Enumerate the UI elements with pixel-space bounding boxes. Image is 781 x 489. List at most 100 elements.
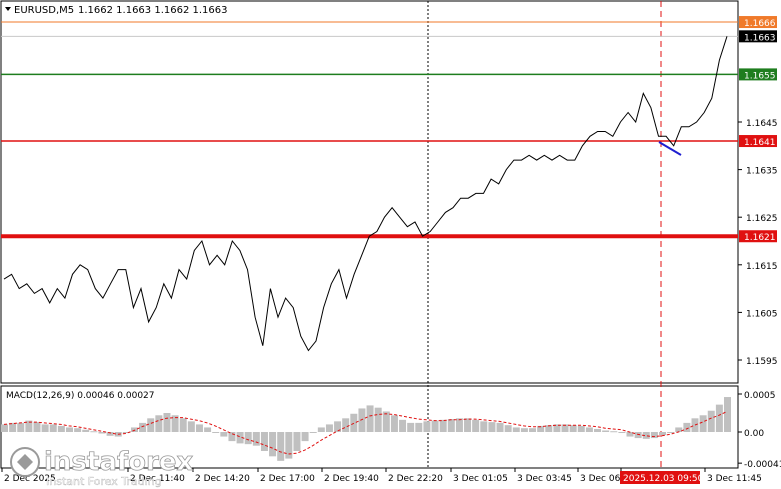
red-level-lower-label: 1.1621 (744, 233, 776, 243)
macd-bar (147, 418, 155, 432)
dropdown-triangle-icon[interactable] (5, 7, 11, 11)
macd-bar (9, 422, 17, 432)
macd-bar (520, 428, 528, 432)
price-series-line (3, 36, 728, 352)
macd-bar (529, 428, 537, 432)
macd-bar (342, 418, 350, 432)
price-tick-label: 1.1605 (746, 309, 778, 319)
current-price-label: 1.1663 (744, 33, 776, 43)
macd-bar (90, 431, 98, 433)
macd-bar (650, 432, 658, 439)
price-tick-label: 1.1625 (746, 214, 778, 224)
macd-bar (585, 427, 593, 432)
macd-bar (82, 429, 90, 432)
macd-bar (683, 422, 691, 432)
macd-bar (130, 427, 138, 432)
price-tick-label: 1.1615 (746, 262, 778, 272)
logo-brand-text: instaforex (44, 447, 194, 477)
macd-bar (57, 425, 65, 432)
macd-bar (212, 432, 220, 433)
macd-bar (577, 425, 585, 432)
macd-bar (602, 430, 610, 432)
macd-bar (293, 432, 301, 451)
macd-bar (334, 421, 342, 432)
time-highlight-box (620, 471, 700, 484)
macd-bar (163, 413, 171, 432)
price-tick-label: 1.1595 (746, 357, 778, 367)
macd-bar (41, 424, 49, 432)
macd-bar (17, 422, 25, 432)
macd-bar (634, 432, 642, 439)
time-tick-label: 3 Dec 01:05 (453, 474, 508, 484)
macd-axis: 0.0005 0.00 -0.00041 (738, 391, 781, 470)
macd-bar (667, 432, 675, 433)
macd-bar (358, 408, 366, 432)
price-axis[interactable]: 1.1645 1.1635 1.1625 1.1615 1.1605 1.1595 (738, 119, 778, 367)
macd-bar (195, 424, 203, 432)
macd-bar (106, 432, 114, 436)
macd-bar (659, 432, 667, 436)
macd-bar (724, 397, 731, 432)
macd-bar (537, 425, 545, 432)
macd-signal-line (3, 411, 728, 455)
time-tick-label: 2 Dec 14:20 (195, 474, 250, 484)
macd-bar (65, 427, 73, 432)
macd-bar (25, 420, 33, 432)
macd-bar (1, 424, 8, 432)
macd-bar (488, 422, 496, 432)
time-axis[interactable]: 2 Dec 2025 2 Dec 11:40 2 Dec 14:20 2 Dec 17… (1, 468, 762, 484)
macd-bar (269, 432, 277, 457)
macd-bar (439, 419, 447, 432)
time-tick-label: 3 Dec 03:45 (517, 474, 572, 484)
macd-bar (423, 421, 431, 432)
time-tick-label: 2 Dec 17:00 (260, 474, 315, 484)
macd-bar (220, 432, 228, 437)
macd-bar (480, 421, 488, 432)
macd-bar (374, 407, 382, 432)
green-level-label: 1.1655 (744, 71, 776, 81)
macd-bar (325, 424, 333, 432)
macd-histogram (1, 397, 731, 461)
orange-level-label-box (739, 16, 777, 29)
macd-tick-label: 0.0005 (744, 391, 776, 401)
macd-bar (512, 427, 520, 432)
time-tick-label: 2 Dec 2025 (4, 474, 56, 484)
macd-bar (187, 421, 195, 432)
macd-bar (390, 415, 398, 432)
macd-bar (204, 427, 212, 432)
macd-bar (366, 405, 374, 432)
red-level-upper-label-box (739, 135, 777, 148)
macd-bar (382, 411, 390, 432)
macd-bar (301, 432, 309, 442)
macd-bar (626, 432, 634, 437)
macd-tick-label: -0.00041 (744, 460, 781, 470)
macd-tick-label: 0.00 (744, 429, 764, 439)
macd-bar (561, 424, 569, 432)
price-pane[interactable] (0, 0, 739, 384)
red-level-upper-label: 1.1641 (744, 138, 776, 148)
time-tick-label: 2 Dec 19:40 (324, 474, 379, 484)
macd-bar (407, 422, 415, 432)
macd-bar (691, 418, 699, 432)
time-tick-label: 2 Dec 11:40 (130, 474, 185, 484)
macd-bar (98, 432, 106, 434)
macd-bar (309, 432, 317, 433)
macd-bar (431, 420, 439, 432)
macd-bar (179, 418, 187, 432)
macd-bar (545, 425, 553, 432)
macd-bar (228, 432, 236, 442)
macd-bar (618, 432, 626, 433)
macd-bar (236, 432, 244, 444)
red-level-lower-label-box (739, 230, 777, 243)
macd-bar (49, 424, 57, 432)
macd-bar (496, 422, 504, 432)
macd-bar (285, 432, 293, 459)
macd-bar (715, 404, 723, 432)
green-level-label-box (739, 68, 777, 81)
macd-bar (33, 422, 41, 432)
price-tick-label: 1.1645 (746, 119, 778, 129)
macd-bar (472, 419, 480, 432)
blue-trend-segment[interactable] (658, 141, 682, 156)
macd-bar (155, 415, 163, 432)
